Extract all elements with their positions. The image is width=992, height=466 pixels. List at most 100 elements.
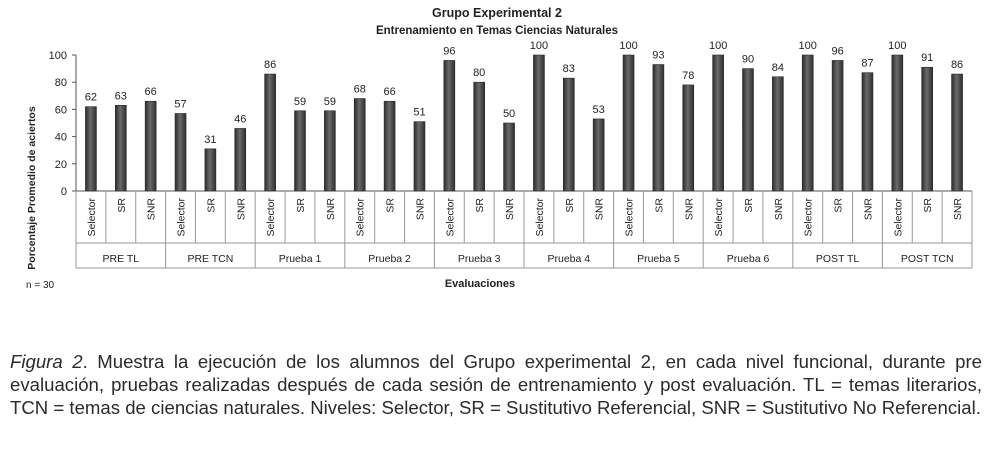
chart-title: Grupo Experimental 2 — [432, 6, 562, 20]
caption-label: Figura 2 — [10, 351, 83, 372]
data-label: 86 — [951, 59, 963, 71]
subcategory-label: SR — [564, 198, 576, 213]
data-label: 63 — [115, 90, 127, 102]
plot-area: 0 20 40 60 80 100 PRE TL 62 Selector 63 SR 66 SNR PRE… — [49, 40, 973, 269]
bar — [174, 113, 187, 192]
data-label: 86 — [264, 59, 276, 71]
bar — [443, 60, 456, 192]
data-label: 59 — [324, 96, 336, 108]
bar — [324, 110, 336, 192]
y-tick-label: 0 — [61, 186, 67, 198]
data-label: 91 — [921, 52, 933, 64]
chart-subtitle: Entrenamiento en Temas Ciencias Naturale… — [376, 25, 618, 37]
bar — [383, 100, 396, 192]
data-label: 80 — [473, 67, 485, 79]
x-axis-label: Evaluaciones — [445, 278, 515, 290]
subcategory-label: SNR — [683, 198, 695, 221]
subcategory-label: SNR — [235, 198, 247, 221]
data-label: 68 — [354, 84, 366, 96]
data-label: 62 — [85, 92, 97, 104]
subcategory-label: Selector — [86, 198, 98, 237]
y-tick-label: 100 — [49, 50, 67, 62]
figure-caption: Figura 2. Muestra la ejecución de los al… — [10, 350, 982, 419]
subcategory-label: SNR — [952, 198, 964, 221]
group-label: POST TCN — [901, 253, 954, 265]
data-label: 96 — [443, 45, 455, 57]
bar — [85, 106, 97, 192]
data-label: 53 — [593, 104, 605, 116]
bar — [652, 64, 665, 192]
subcategory-label: Selector — [355, 198, 367, 237]
bar — [204, 148, 217, 192]
group-label: Prueba 6 — [727, 253, 770, 265]
data-label: 96 — [831, 45, 843, 57]
bar — [592, 118, 605, 192]
subcategory-label: SR — [653, 198, 665, 213]
bar — [801, 54, 814, 192]
subcategory-label: Selector — [713, 198, 725, 237]
subcategory-label: Selector — [444, 198, 456, 237]
y-tick-label: 80 — [55, 77, 67, 89]
data-label: 66 — [145, 86, 157, 98]
subcategory-label: SR — [833, 198, 845, 213]
y-tick-label: 20 — [55, 159, 67, 171]
data-label: 31 — [204, 134, 216, 146]
bar — [772, 76, 784, 192]
data-label: 78 — [682, 70, 694, 82]
data-label: 87 — [861, 58, 873, 70]
subcategory-label: SNR — [325, 198, 337, 221]
data-label: 46 — [234, 113, 246, 125]
subcategory-label: SR — [295, 198, 307, 213]
data-label: 100 — [619, 40, 637, 52]
bar — [234, 128, 247, 192]
bar — [353, 98, 366, 192]
bar — [712, 54, 724, 192]
bar — [682, 84, 695, 192]
subcategory-label: SR — [922, 198, 934, 213]
bar — [413, 121, 426, 192]
bar — [562, 77, 575, 192]
subcategory-label: SR — [385, 198, 397, 213]
subcategory-label: SNR — [594, 198, 606, 221]
bar — [831, 60, 844, 192]
group-label: Prueba 4 — [547, 253, 590, 265]
subcategory-label: SNR — [146, 198, 158, 221]
bar — [533, 54, 545, 192]
subcategory-label: Selector — [624, 198, 636, 237]
bar — [921, 66, 934, 192]
data-label: 51 — [413, 107, 425, 119]
subcategory-label: Selector — [534, 198, 546, 237]
group-label: Prueba 3 — [458, 253, 501, 265]
subcategory-label: SR — [474, 198, 486, 213]
data-label: 100 — [530, 40, 548, 52]
group-label: Prueba 5 — [637, 253, 680, 265]
subcategory-label: Selector — [176, 198, 188, 237]
data-label: 100 — [709, 40, 727, 52]
bar — [264, 73, 276, 192]
y-tick-label: 40 — [55, 132, 67, 144]
subcategory-label: SR — [205, 198, 217, 213]
sample-size-note: n = 30 — [26, 280, 55, 291]
group-label: Prueba 2 — [368, 253, 411, 265]
subcategory-label: SR — [743, 198, 755, 213]
bar — [861, 72, 874, 192]
group-label: Prueba 1 — [279, 253, 322, 265]
subcategory-label: SR — [116, 198, 128, 213]
bar — [115, 105, 127, 192]
subcategory-label: Selector — [265, 198, 277, 237]
bar — [891, 54, 904, 192]
subcategory-label: SNR — [862, 198, 874, 221]
bar — [503, 122, 515, 192]
group-label: POST TL — [816, 253, 860, 265]
group-label: PRE TCN — [187, 253, 233, 265]
group-label: PRE TL — [103, 253, 140, 265]
bar — [294, 110, 306, 192]
subcategory-label: SNR — [414, 198, 426, 221]
y-tick-label: 60 — [55, 104, 67, 116]
bar — [473, 81, 486, 192]
caption-text: . Muestra la ejecución de los alumnos de… — [10, 351, 982, 418]
bar — [951, 73, 963, 192]
subcategory-label: Selector — [803, 198, 815, 237]
data-label: 90 — [742, 54, 754, 66]
data-label: 66 — [383, 86, 395, 98]
